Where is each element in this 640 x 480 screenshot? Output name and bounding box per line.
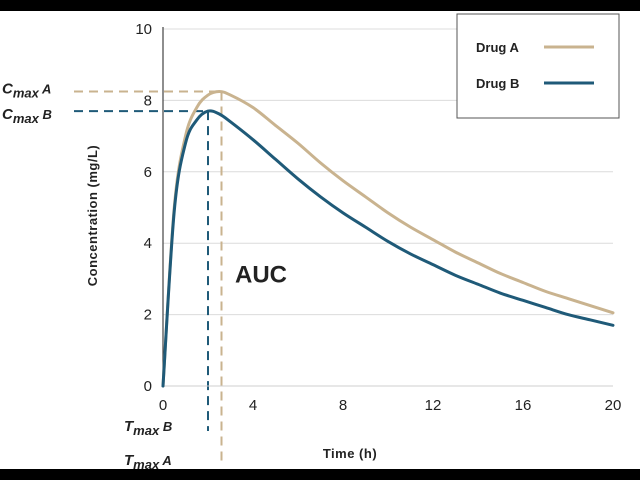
pk-line-chart: 0 2 4 6 8 10 0 4 8 12 16 20 Time (h) Concentration (m…: [2, 13, 621, 469]
y-tick-label: 2: [144, 307, 152, 324]
legend-label-drug-a: Drug A: [476, 40, 519, 55]
x-tick-label: 0: [159, 397, 167, 414]
x-tick-label: 4: [249, 397, 257, 414]
series-line-drug-b: [161, 109, 615, 388]
series-layer: [161, 89, 615, 388]
cmax-a-label: Cmax A: [2, 80, 51, 100]
x-tick-label: 16: [515, 397, 532, 414]
tmax-b-label: Tmax B: [124, 418, 172, 438]
auc-label: AUC: [235, 261, 287, 288]
axis-layer: 0 2 4 6 8 10 0 4 8 12 16 20 Time (h) Concentration (m…: [85, 21, 621, 461]
x-tick-label: 12: [425, 397, 442, 414]
x-tick-label: 8: [339, 397, 347, 414]
y-tick-label: 6: [144, 164, 152, 181]
y-axis-label: Concentration (mg/L): [85, 145, 100, 286]
y-tick-label: 8: [144, 92, 152, 109]
y-tick-label: 10: [135, 21, 152, 38]
y-tick-label: 0: [144, 378, 152, 395]
legend: Drug A Drug B: [456, 13, 620, 119]
legend-box: [456, 13, 620, 119]
x-tick-label: 20: [605, 397, 622, 414]
x-axis-label: Time (h): [323, 446, 377, 461]
label-layer: Cmax A Cmax B Tmax B Tmax A AUC: [2, 80, 287, 469]
series-line-drug-a: [161, 89, 615, 388]
chart-canvas: 0 2 4 6 8 10 0 4 8 12 16 20 Time (h) Concentration (m…: [0, 11, 640, 469]
cmax-b-label: Cmax B: [2, 106, 52, 126]
y-tick-label: 4: [144, 235, 152, 252]
legend-label-drug-b: Drug B: [476, 76, 519, 91]
guide-layer: [74, 90, 223, 463]
tmax-a-label: Tmax A: [124, 452, 172, 469]
